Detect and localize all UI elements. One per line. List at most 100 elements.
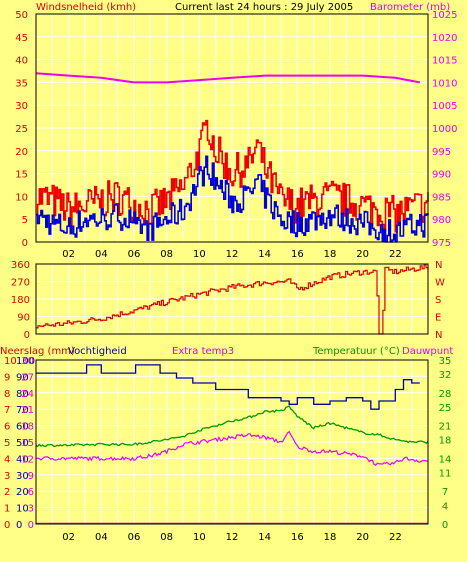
- extra-temp-axis-title: Extra temp3: [172, 346, 234, 357]
- barometer-y-tick-label: 995: [432, 147, 451, 158]
- climate-x-tick-label: 10: [193, 532, 206, 543]
- direction-panel-frame: [35, 263, 429, 335]
- barometer-y-tick-label: 1010: [432, 78, 457, 89]
- extra-temp-y-tick-label: 24: [21, 389, 34, 400]
- frame-layer: [35, 13, 429, 525]
- direction-y-tick-label: 180: [11, 295, 30, 306]
- wind-y-tick-label: 15: [15, 170, 28, 181]
- wind-chart-header: Windsnelheid (kmh) Current last 24 hours…: [36, 2, 450, 13]
- dewpoint-axis-title: Dauwpunt: [402, 346, 453, 357]
- wind-y-tick-label: 20: [15, 147, 28, 158]
- extra-temp-y-tick-label: 15: [21, 438, 34, 449]
- climate-x-tick-label: 12: [226, 532, 239, 543]
- wind-gust-line: [36, 119, 429, 233]
- rain-y-tick-label: 0: [4, 520, 10, 531]
- temperature-y-tick-label: 11: [439, 468, 452, 479]
- wind-x-tick-label: 20: [356, 249, 369, 260]
- humidity-axis-title: Vochtigheid: [68, 346, 127, 357]
- wind-x-tick-label: 16: [291, 249, 304, 260]
- direction-y-tick-label: 0: [24, 330, 30, 341]
- rain-y-tick-label: 8: [4, 389, 10, 400]
- compass-label: E: [435, 313, 441, 324]
- wind-y-tick-label: 0: [22, 238, 28, 249]
- wind-y-tick-label: 40: [15, 56, 28, 67]
- wind-x-tick-label: 02: [62, 249, 75, 260]
- wind-y-tick-label: 25: [15, 124, 28, 135]
- tick-label-layer: 0510152025303540455097598098599099510001…: [4, 10, 457, 543]
- humidity-y-tick-label: 30: [16, 471, 29, 482]
- humidity-y-tick-label: 10: [16, 504, 29, 515]
- wind-x-tick-label: 12: [226, 249, 239, 260]
- humidity-y-tick-label: 20: [16, 487, 29, 498]
- bottom-chart-header: Neerslag (mm) Vochtigheid Extra temp3 Te…: [0, 346, 453, 357]
- temperature-axis-title: Temperatuur (°C): [312, 346, 400, 357]
- wind-average-line: [36, 155, 429, 243]
- humidity-y-tick-label: 50: [16, 438, 29, 449]
- temperature-line: [35, 405, 429, 448]
- climate-x-tick-label: 06: [128, 532, 141, 543]
- wind-x-tick-label: 08: [160, 249, 173, 260]
- wind-x-tick-label: 14: [258, 249, 271, 260]
- humidity-line: [36, 364, 420, 410]
- wind-axis-title: Windsnelheid (kmh): [36, 2, 136, 13]
- temperature-y-tick-label: 21: [439, 422, 452, 433]
- temperature-y-tick-label: 0: [442, 520, 448, 531]
- barometer-y-tick-label: 1015: [432, 56, 457, 67]
- humidity-y-tick-label: 100: [16, 356, 35, 367]
- extra-temp-y-tick-label: 0: [28, 520, 34, 531]
- wind-y-tick-label: 5: [22, 215, 28, 226]
- extra-temp-y-tick-label: 18: [21, 422, 34, 433]
- wind-panel-frame: [35, 13, 429, 243]
- humidity-y-tick-label: 70: [16, 405, 29, 416]
- humidity-y-tick-label: 60: [16, 422, 29, 433]
- barometer-y-tick-label: 985: [432, 192, 451, 203]
- climate-x-tick-label: 08: [160, 532, 173, 543]
- climate-grid: [36, 360, 428, 524]
- humidity-y-tick-label: 80: [16, 389, 29, 400]
- rain-y-tick-label: 1: [4, 504, 10, 515]
- wind-direction-line: [36, 264, 429, 335]
- chart-title: Current last 24 hours : 29 July 2005: [175, 2, 353, 13]
- extra-temp-y-tick-label: 3: [28, 504, 34, 515]
- temperature-y-tick-label: 18: [439, 436, 452, 447]
- climate-x-tick-label: 20: [356, 532, 369, 543]
- climate-x-tick-label: 14: [258, 532, 271, 543]
- wind-y-tick-label: 10: [15, 192, 28, 203]
- extra-temp-y-tick-label: 9: [28, 471, 34, 482]
- rain-y-tick-label: 7: [4, 405, 10, 416]
- rain-y-tick-label: 4: [4, 454, 10, 465]
- wind-x-tick-label: 04: [95, 249, 108, 260]
- compass-label: N: [435, 260, 442, 271]
- rain-y-tick-label: 10: [4, 356, 17, 367]
- rain-y-tick-label: 9: [4, 372, 10, 383]
- compass-label: N: [435, 330, 442, 341]
- barometer-axis-title: Barometer (mb): [370, 2, 450, 13]
- climate-x-tick-label: 02: [62, 532, 75, 543]
- climate-x-tick-label: 22: [389, 532, 402, 543]
- barometer-line: [35, 72, 420, 84]
- wind-x-tick-label: 22: [389, 249, 402, 260]
- wind-y-tick-label: 50: [15, 10, 28, 21]
- humidity-y-tick-label: 90: [16, 372, 29, 383]
- extra-temp-y-tick-label: 6: [28, 487, 34, 498]
- rain-y-tick-label: 2: [4, 487, 10, 498]
- climate-x-tick-label: 16: [291, 532, 304, 543]
- rain-axis-title: Neerslag (mm): [0, 346, 75, 357]
- climate-panel-frame: [35, 359, 429, 525]
- extra-temp-y-tick-label: 30: [21, 356, 34, 367]
- barometer-y-tick-label: 1025: [432, 10, 457, 21]
- barometer-y-tick-label: 980: [432, 215, 451, 226]
- temperature-y-tick-label: 28: [439, 389, 452, 400]
- climate-x-tick-label: 04: [95, 532, 108, 543]
- direction-y-tick-label: 270: [11, 278, 30, 289]
- temperature-y-tick-label: 25: [439, 403, 452, 414]
- barometer-y-tick-label: 990: [432, 170, 451, 181]
- compass-label: S: [435, 295, 441, 306]
- temperature-y-tick-label: 14: [439, 454, 452, 465]
- direction-y-tick-label: 90: [17, 313, 30, 324]
- climate-x-tick-label: 18: [324, 532, 337, 543]
- temperature-y-tick-label: 35: [439, 356, 452, 367]
- barometer-y-tick-label: 1020: [432, 33, 457, 44]
- barometer-y-tick-label: 1000: [432, 124, 457, 135]
- dewpoint-line: [35, 430, 429, 466]
